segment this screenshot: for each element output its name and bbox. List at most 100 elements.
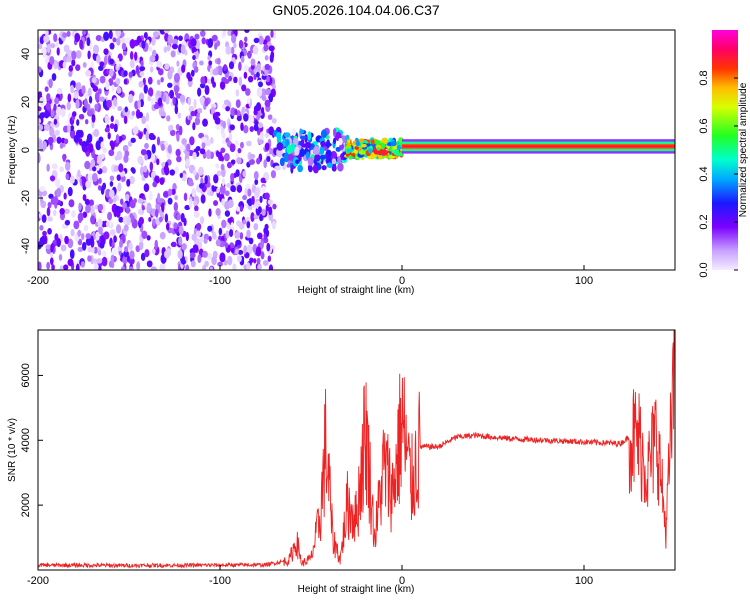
- heatmap-cell: [193, 200, 198, 207]
- heatmap-cell: [194, 33, 200, 40]
- heatmap-cell: [109, 42, 115, 50]
- heatmap-cell: [141, 115, 147, 125]
- heatmap-cell: [148, 46, 153, 53]
- heatmap-cell: [266, 75, 270, 83]
- heatmap-cell: [51, 163, 58, 170]
- heatmap-cell: [256, 71, 260, 78]
- colorbar-tick-label: 0.6: [698, 118, 710, 133]
- heatmap-cell: [85, 180, 92, 189]
- colorbar-tick-label: 0.0: [698, 262, 710, 277]
- heatmap-cell: [83, 98, 88, 109]
- heatmap-cell: [113, 123, 118, 133]
- heatmap-cell: [38, 153, 41, 163]
- heatmap-cell: [215, 163, 220, 169]
- heatmap-cell: [319, 154, 326, 160]
- heatmap-cell: [45, 244, 52, 250]
- heatmap-cell: [270, 170, 277, 179]
- heatmap-cell: [46, 93, 51, 102]
- heatmap-cell: [156, 61, 162, 68]
- heatmap-cell: [99, 96, 105, 102]
- heatmap-cell: [228, 133, 233, 141]
- heatmap-cell: [217, 151, 223, 162]
- heatmap-cell: [118, 216, 124, 223]
- heatmap-cell: [266, 156, 271, 162]
- heatmap-cell: [286, 144, 293, 155]
- heatmap-cell: [200, 30, 206, 37]
- heatmap-cell: [237, 249, 244, 255]
- heatmap-cell: [96, 258, 103, 264]
- heatmap-cell: [263, 159, 268, 169]
- heatmap-cell: [320, 140, 326, 148]
- heatmap-cell: [203, 238, 208, 244]
- heatmap-cell: [299, 148, 306, 158]
- heatmap-cell: [97, 249, 102, 256]
- heatmap-cell: [145, 112, 150, 122]
- heatmap-cell: [208, 60, 213, 66]
- heatmap-cell: [230, 107, 236, 117]
- heatmap-cell: [97, 185, 102, 191]
- heatmap-cell: [152, 218, 156, 227]
- heatmap-cell: [264, 223, 269, 231]
- heatmap-cell: [194, 117, 201, 126]
- heatmap-cell: [53, 33, 58, 43]
- heatmap-cell: [52, 209, 57, 217]
- heatmap-cell: [204, 98, 209, 107]
- heatmap-cell: [105, 80, 110, 91]
- heatmap-cell: [84, 119, 89, 125]
- heatmap-cell: [149, 66, 154, 73]
- heatmap-cell: [181, 243, 187, 251]
- heatmap-cell: [68, 71, 73, 77]
- heatmap-cell: [78, 202, 82, 211]
- heatmap-cell: [304, 141, 312, 149]
- heatmap-cell: [253, 109, 258, 116]
- heatmap-cell: [204, 175, 208, 185]
- colorbar-label: Normalized spectral amplitude: [738, 82, 749, 217]
- heatmap-cell: [213, 200, 219, 206]
- heatmap-cell: [75, 82, 80, 90]
- heatmap-cell: [214, 116, 220, 125]
- snr-y-axis-label: SNR (10 * v/v): [7, 418, 18, 482]
- heatmap-cell: [195, 146, 201, 152]
- heatmap-cell: [62, 32, 68, 38]
- heatmap-cell: [124, 106, 129, 113]
- heatmap-cell: [106, 99, 112, 108]
- heatmap-cell: [333, 137, 337, 145]
- heatmap-cell: [244, 36, 248, 43]
- heatmap-cell: [57, 87, 63, 95]
- heatmap-cell: [119, 239, 123, 248]
- heatmap-cell: [54, 97, 60, 105]
- heatmap-cell: [41, 214, 47, 223]
- heatmap-cell: [58, 254, 63, 261]
- heatmap-cell: [125, 206, 130, 214]
- heatmap-cell: [224, 190, 230, 197]
- heatmap-cell: [72, 111, 77, 117]
- heatmap-cell: [44, 56, 50, 64]
- heatmap-cell: [99, 61, 105, 67]
- heatmap-cell: [159, 177, 165, 185]
- heatmap-cell: [223, 259, 228, 266]
- snr-x-axis-label: Height of straight line (km): [298, 584, 415, 595]
- heatmap-cell: [121, 266, 126, 270]
- heatmap-cell: [88, 96, 93, 104]
- heatmap-cell: [179, 144, 186, 152]
- heatmap-cell: [187, 97, 192, 106]
- heatmap-cell: [39, 112, 46, 119]
- heatmap-cell: [156, 79, 161, 86]
- heatmap-cell: [68, 65, 74, 72]
- heatmap-cell: [138, 216, 145, 225]
- heatmap-cell: [94, 104, 98, 112]
- heatmap-cell: [223, 64, 228, 72]
- heatmap-cell: [234, 230, 241, 239]
- heatmap-cell: [192, 122, 196, 131]
- heatmap-cell: [209, 266, 214, 270]
- heatmap-cell: [131, 110, 136, 116]
- heatmap-cell: [117, 105, 123, 112]
- heatmap-cell: [59, 265, 64, 270]
- heatmap-cell: [64, 219, 71, 226]
- heatmap-cell: [135, 245, 141, 253]
- heatmap-cell: [295, 159, 300, 164]
- heatmap-cell: [60, 244, 67, 252]
- heatmap-cell: [219, 80, 226, 90]
- heatmap-cell: [269, 53, 274, 63]
- heatmap-cell: [69, 249, 75, 260]
